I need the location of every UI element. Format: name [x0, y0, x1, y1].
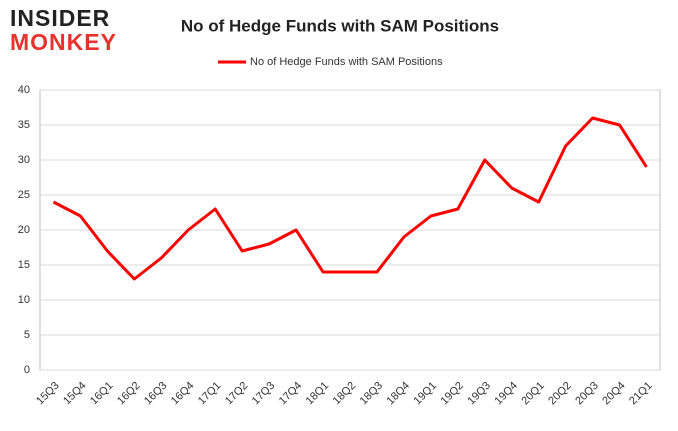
y-tick-label: 5: [24, 329, 30, 341]
logo-line2: MONKEY: [10, 29, 117, 55]
y-tick-label: 30: [18, 154, 30, 166]
chart-title: No of Hedge Funds with SAM Positions: [181, 16, 499, 35]
y-tick-label: 20: [18, 224, 30, 236]
logo-line1: INSIDER: [10, 5, 110, 31]
y-tick-label: 25: [18, 189, 30, 201]
y-tick-label: 10: [18, 294, 30, 306]
y-tick-label: 15: [18, 259, 30, 271]
y-tick-label: 0: [24, 364, 30, 376]
series-line: [52, 116, 648, 281]
legend-label: No of Hedge Funds with SAM Positions: [250, 56, 443, 68]
y-tick-label: 35: [18, 119, 30, 131]
y-tick-label: 40: [18, 84, 30, 96]
